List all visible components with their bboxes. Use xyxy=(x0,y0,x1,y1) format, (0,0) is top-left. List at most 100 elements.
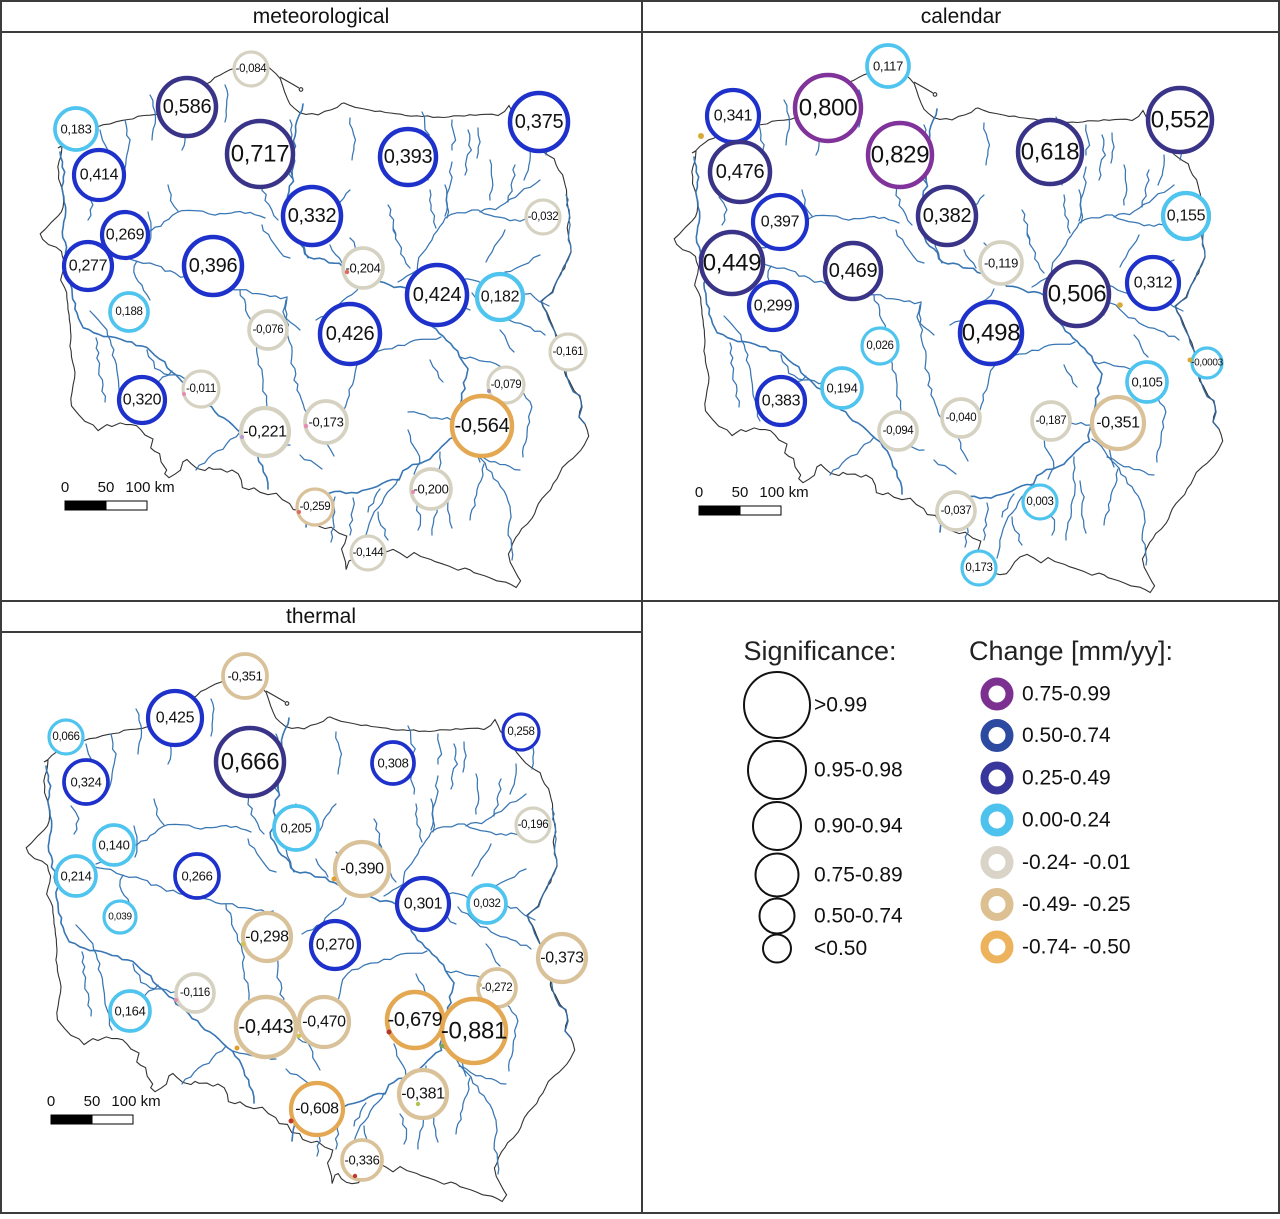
svg-text:0,140: 0,140 xyxy=(98,838,129,853)
svg-text:-0,040: -0,040 xyxy=(946,412,977,424)
svg-text:-0,298: -0,298 xyxy=(245,929,289,946)
svg-text:-0,094: -0,094 xyxy=(883,425,915,437)
svg-text:0,299: 0,299 xyxy=(754,298,793,315)
svg-text:-0.24- -0.01: -0.24- -0.01 xyxy=(1022,851,1131,874)
svg-text:-0,564: -0,564 xyxy=(455,415,510,437)
svg-text:-0,032: -0,032 xyxy=(528,211,559,223)
svg-text:-0,084: -0,084 xyxy=(236,63,268,75)
svg-text:0,032: 0,032 xyxy=(473,898,500,910)
svg-text:0,382: 0,382 xyxy=(923,205,972,227)
svg-text:-0,144: -0,144 xyxy=(353,547,385,559)
svg-text:-0,608: -0,608 xyxy=(295,1101,339,1118)
svg-text:-0,336: -0,336 xyxy=(344,1153,379,1168)
svg-text:0,105: 0,105 xyxy=(1131,375,1162,390)
svg-text:0,396: 0,396 xyxy=(189,255,238,277)
svg-text:0,301: 0,301 xyxy=(404,896,443,913)
svg-text:0,324: 0,324 xyxy=(70,775,101,790)
svg-text:-0,679: -0,679 xyxy=(388,1009,443,1031)
svg-text:-0,200: -0,200 xyxy=(413,482,448,497)
svg-text:0,173: 0,173 xyxy=(965,562,992,574)
svg-text:0,498: 0,498 xyxy=(962,320,1021,347)
svg-text:0.90-0.94: 0.90-0.94 xyxy=(814,815,903,838)
svg-text:0.00-0.24: 0.00-0.24 xyxy=(1022,809,1111,832)
svg-text:0,397: 0,397 xyxy=(761,214,800,231)
svg-text:<0.50: <0.50 xyxy=(814,937,867,960)
svg-text:-0,221: -0,221 xyxy=(243,424,287,441)
svg-text:0,393: 0,393 xyxy=(384,146,433,168)
svg-text:0,182: 0,182 xyxy=(481,289,520,306)
svg-text:-0,351: -0,351 xyxy=(1096,415,1140,432)
svg-text:0,066: 0,066 xyxy=(52,731,79,743)
svg-text:Change [mm/yy]:: Change [mm/yy]: xyxy=(969,636,1173,666)
svg-text:0,717: 0,717 xyxy=(231,141,290,168)
svg-text:-0,204: -0,204 xyxy=(345,261,380,276)
svg-text:-0,161: -0,161 xyxy=(553,346,584,358)
svg-text:0.75-0.99: 0.75-0.99 xyxy=(1022,683,1111,706)
svg-text:0.25-0.49: 0.25-0.49 xyxy=(1022,767,1111,790)
svg-text:-0.74- -0.50: -0.74- -0.50 xyxy=(1022,936,1131,959)
svg-text:0,424: 0,424 xyxy=(413,284,462,306)
svg-text:-0,373: -0,373 xyxy=(540,950,584,967)
svg-text:0,341: 0,341 xyxy=(714,108,753,125)
svg-text:-0,079: -0,079 xyxy=(491,379,522,391)
svg-text:0,258: 0,258 xyxy=(507,726,534,738)
svg-text:0.50-0.74: 0.50-0.74 xyxy=(814,905,903,928)
svg-text:0,375: 0,375 xyxy=(515,111,564,133)
svg-text:0,426: 0,426 xyxy=(326,323,375,345)
svg-text:0,277: 0,277 xyxy=(69,258,108,275)
svg-text:0,829: 0,829 xyxy=(871,142,930,169)
svg-text:0,117: 0,117 xyxy=(873,59,903,74)
svg-text:-0,187: -0,187 xyxy=(1036,415,1067,427)
svg-text:-0,259: -0,259 xyxy=(300,501,331,513)
svg-text:thermal: thermal xyxy=(286,605,356,628)
svg-text:0,214: 0,214 xyxy=(60,869,91,884)
svg-text:0,194: 0,194 xyxy=(826,381,857,396)
svg-text:0,469: 0,469 xyxy=(829,260,878,282)
svg-text:0,308: 0,308 xyxy=(377,756,408,771)
svg-text:0,506: 0,506 xyxy=(1048,281,1107,308)
svg-text:-0,076: -0,076 xyxy=(253,324,284,336)
svg-text:0,269: 0,269 xyxy=(106,227,145,244)
svg-text:0.95-0.98: 0.95-0.98 xyxy=(814,759,903,782)
svg-text:0,425: 0,425 xyxy=(156,710,195,727)
svg-text:-0,272: -0,272 xyxy=(482,982,513,994)
svg-text:0,188: 0,188 xyxy=(115,306,142,318)
svg-text:0,449: 0,449 xyxy=(703,250,762,277)
svg-text:-0,119: -0,119 xyxy=(984,256,1018,271)
svg-text:0,270: 0,270 xyxy=(316,937,355,954)
svg-text:-0,390: -0,390 xyxy=(340,861,384,878)
svg-text:-0,443: -0,443 xyxy=(239,1016,294,1038)
svg-text:0,414: 0,414 xyxy=(80,167,119,184)
svg-text:0.50-0.74: 0.50-0.74 xyxy=(1022,724,1111,747)
svg-text:Significance:: Significance: xyxy=(743,636,896,666)
svg-text:-0,116: -0,116 xyxy=(180,987,210,999)
svg-text:0,552: 0,552 xyxy=(1151,107,1210,134)
svg-text:meteorological: meteorological xyxy=(253,5,390,28)
svg-text:0.75-0.89: 0.75-0.89 xyxy=(814,864,903,887)
svg-text:0,618: 0,618 xyxy=(1021,139,1080,166)
svg-text:0,383: 0,383 xyxy=(762,393,801,410)
svg-text:0,183: 0,183 xyxy=(60,122,91,137)
svg-text:0,586: 0,586 xyxy=(163,96,212,118)
svg-text:-0,351: -0,351 xyxy=(227,669,262,684)
svg-text:-0,011: -0,011 xyxy=(186,383,216,395)
svg-text:-0.49- -0.25: -0.49- -0.25 xyxy=(1022,893,1131,916)
svg-text:-0,0003: -0,0003 xyxy=(1191,358,1224,369)
svg-text:-0,037: -0,037 xyxy=(941,505,972,517)
svg-text:0,476: 0,476 xyxy=(716,161,765,183)
svg-text:0,320: 0,320 xyxy=(123,392,162,409)
svg-text:-0,381: -0,381 xyxy=(401,1086,445,1103)
svg-text:-0,470: -0,470 xyxy=(302,1014,346,1031)
svg-text:0,312: 0,312 xyxy=(1134,275,1173,292)
svg-text:0,155: 0,155 xyxy=(1167,208,1206,225)
svg-text:0,205: 0,205 xyxy=(280,821,311,836)
svg-text:0,800: 0,800 xyxy=(799,95,858,122)
svg-text:calendar: calendar xyxy=(921,5,1002,28)
svg-text:-0,881: -0,881 xyxy=(441,1018,507,1045)
svg-text:0,332: 0,332 xyxy=(288,205,337,227)
svg-text:0,039: 0,039 xyxy=(108,912,132,923)
svg-text:0,266: 0,266 xyxy=(181,869,212,884)
svg-text:0,666: 0,666 xyxy=(221,749,280,776)
svg-text:0,026: 0,026 xyxy=(866,340,893,352)
svg-text:>0.99: >0.99 xyxy=(814,694,867,717)
